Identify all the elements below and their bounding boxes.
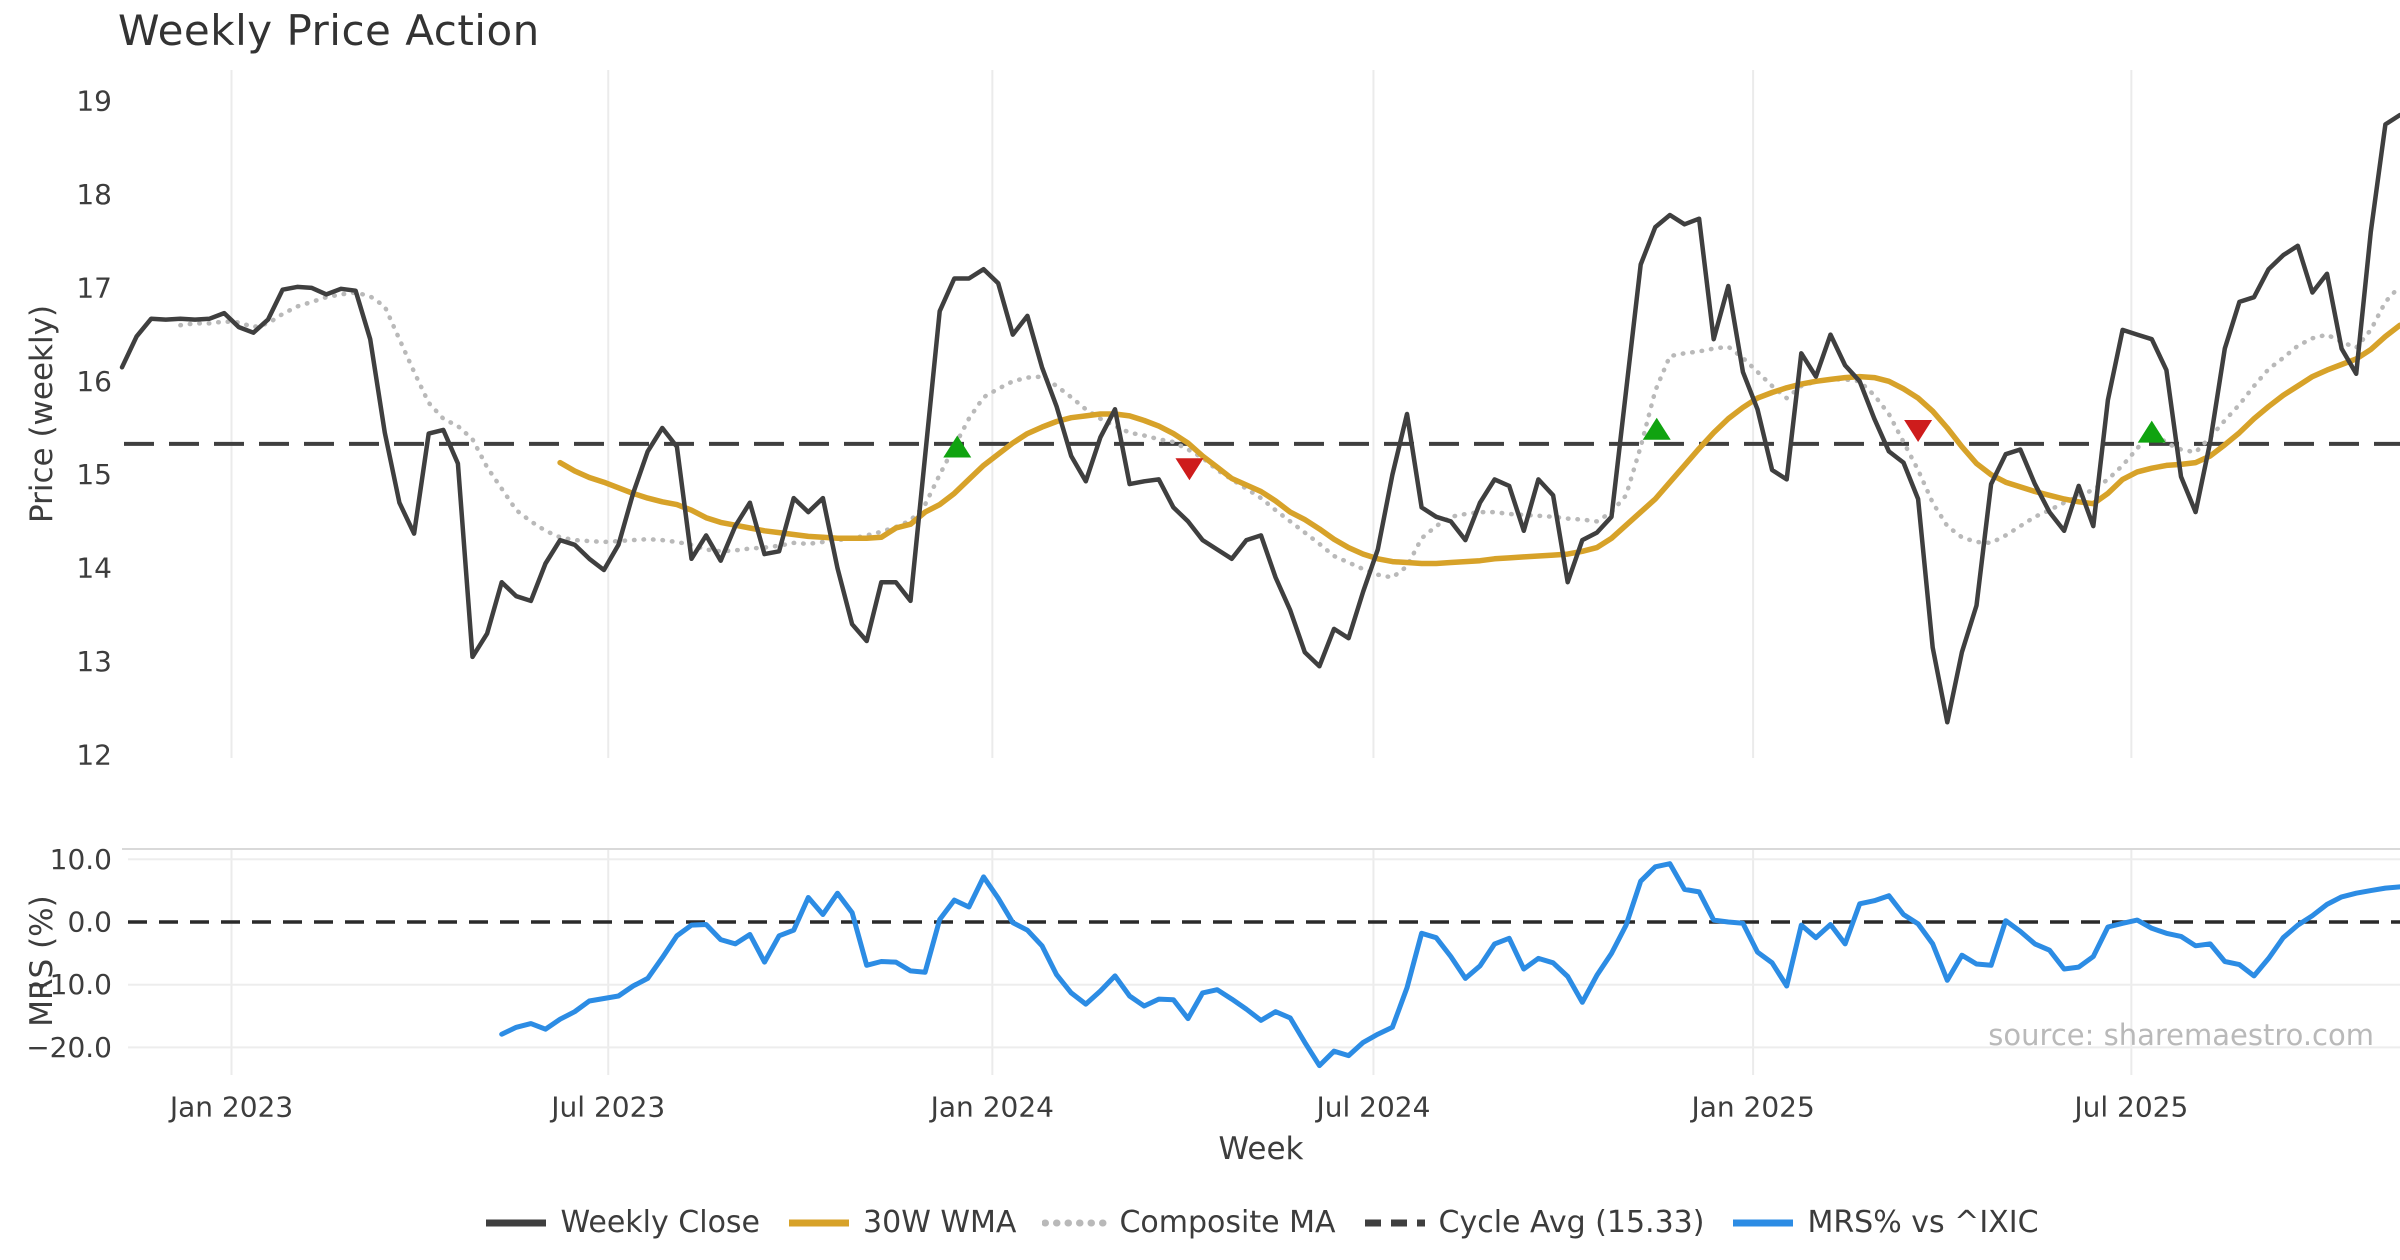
x-tick-label: Jul 2025	[2072, 1091, 2188, 1124]
buy-marker-icon	[1642, 417, 1671, 440]
price-y-tick-label: 15	[76, 458, 112, 491]
legend-label-weekly-close: Weekly Close	[560, 1205, 761, 1240]
x-tick-label: Jul 2023	[549, 1091, 665, 1124]
sell-marker-icon	[1904, 419, 1933, 442]
sell-marker-icon	[1175, 458, 1204, 481]
legend-label-mrs: MRS% vs ^IXIC	[1807, 1205, 2039, 1240]
legend-item-composite: Composite MA	[1042, 1205, 1336, 1240]
mrs-y-tick-label: 10.0	[50, 843, 112, 876]
legend-item-mrs: MRS% vs ^IXIC	[1730, 1205, 2039, 1240]
legend: Weekly Close 30W WMA Composite MA Cycle Avg…	[122, 1205, 2400, 1240]
legend-label-cycle-avg: Cycle Avg (15.33)	[1438, 1205, 1705, 1240]
x-tick-label: Jan 2024	[929, 1091, 1054, 1124]
price-y-tick-label: 13	[76, 645, 112, 678]
price-axis-title: Price (weekly)	[24, 304, 60, 524]
x-tick-label: Jul 2024	[1314, 1091, 1430, 1124]
legend-item-wma: 30W WMA	[786, 1205, 1016, 1240]
mrs-y-tick-label: −20.0	[26, 1031, 112, 1064]
mrs-axis-title: MRS (%)	[24, 895, 60, 1027]
series-wma	[557, 322, 2400, 567]
mrs-y-tick-label: −10.0	[26, 968, 112, 1001]
legend-label-composite: Composite MA	[1119, 1205, 1336, 1240]
mrs-y-tick-label: 0.0	[67, 906, 112, 939]
legend-swatch-mrs	[1733, 1219, 1794, 1226]
buy-marker-icon	[943, 435, 972, 458]
legend-item-cycle-avg: Cycle Avg (15.33)	[1362, 1205, 1705, 1240]
legend-swatch-wma	[789, 1219, 850, 1226]
x-tick-label: Jan 2025	[1689, 1091, 1814, 1124]
legend-swatch-composite	[1042, 1219, 1109, 1226]
series-mrs	[499, 861, 2400, 1069]
legend-label-wma: 30W WMA	[863, 1205, 1017, 1240]
price-y-tick-label: 17	[76, 271, 112, 304]
series-composite	[178, 283, 2400, 580]
x-tick-label: Jan 2023	[168, 1091, 293, 1124]
price-y-tick-label: 18	[76, 178, 112, 211]
price-y-tick-label: 19	[76, 85, 112, 118]
legend-swatch-weekly-close	[486, 1219, 547, 1226]
week-axis-title: Week	[1218, 1131, 1304, 1167]
source-credit: source: sharemaestro.com	[1988, 1018, 2374, 1052]
series-weekly-close	[119, 112, 2400, 725]
price-y-tick-label: 12	[76, 739, 112, 772]
price-y-tick-label: 16	[76, 365, 112, 398]
legend-item-weekly-close: Weekly Close	[483, 1205, 760, 1240]
price-y-tick-label: 14	[76, 552, 112, 585]
buy-marker-icon	[2137, 420, 2166, 443]
legend-swatch-cycle-avg	[1364, 1219, 1425, 1226]
chart-title: Weekly Price Action	[118, 6, 540, 55]
